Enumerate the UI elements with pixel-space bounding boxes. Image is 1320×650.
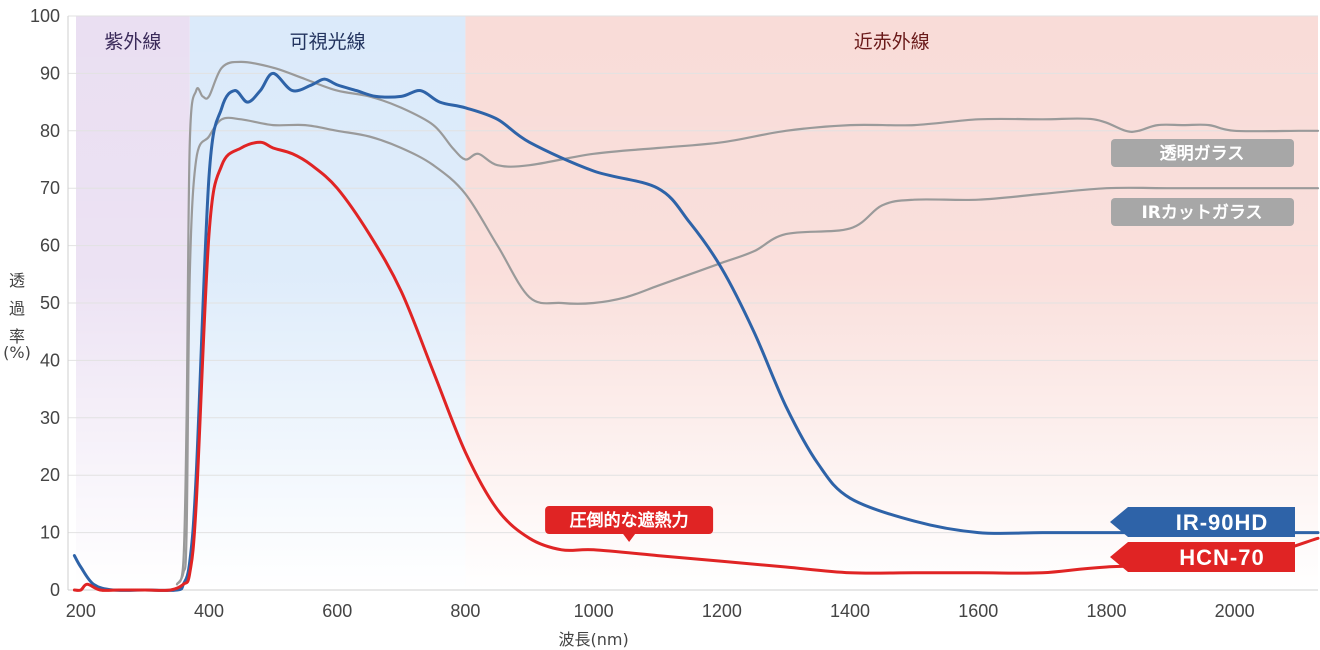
y-tick-label: 70	[40, 178, 60, 198]
y-tick-label: 10	[40, 523, 60, 543]
series-line-2	[72, 71, 1320, 592]
y-tick-label: 40	[40, 350, 60, 370]
series-line-3	[72, 140, 1320, 592]
region-labels: 紫外線 可視光線 近赤外線	[104, 31, 929, 53]
x-tick-label: 1400	[830, 601, 870, 621]
series-tag-1	[1111, 198, 1294, 226]
x-tick-label: 1800	[1086, 601, 1126, 621]
x-tick-label: 1200	[702, 601, 742, 621]
product-badge-1	[1110, 542, 1295, 572]
series-line-1	[175, 116, 1320, 586]
region-label-1: 可視光線	[290, 31, 366, 53]
series-tag-label-1: IRカットガラス	[1141, 203, 1262, 223]
y-tick-label: 80	[40, 121, 60, 141]
region-label-0: 紫外線	[104, 31, 161, 53]
x-tick-label: 200	[66, 601, 96, 621]
x-tick-label: 2000	[1215, 601, 1255, 621]
callout-label: 圧倒的な遮熱力	[570, 510, 689, 531]
x-tick-label: 400	[194, 601, 224, 621]
product-badge-label-0: IR-90HD	[1176, 510, 1269, 535]
product-badge-0	[1110, 507, 1295, 537]
y-axis-title-char: 過	[9, 299, 25, 318]
x-tick-label: 1600	[958, 601, 998, 621]
y-tick-label: 100	[30, 6, 60, 26]
y-tick-label: 90	[40, 63, 60, 83]
annotations: 透明ガラス IRカットガラス IR-90HD HCN-70 圧倒的な遮熱力	[545, 139, 1295, 572]
series-line-0	[175, 60, 1320, 586]
callout-bubble	[545, 506, 714, 542]
axes: 0 10 20 30 40 50 60 70 80 90 100 200 400 600 800 1000 12…	[3, 6, 1318, 649]
y-axis-title-unit: (%)	[3, 343, 31, 362]
series-tag-0	[1111, 139, 1294, 167]
y-axis-title-char: 率	[9, 327, 25, 346]
y-tick-label: 0	[50, 580, 60, 600]
y-tick-label: 60	[40, 236, 60, 256]
x-tick-label: 600	[322, 601, 352, 621]
region-label-2: 近赤外線	[854, 31, 930, 53]
product-badge-label-1: HCN-70	[1179, 545, 1264, 570]
x-tick-label: 1000	[574, 601, 614, 621]
series-lines	[72, 60, 1320, 592]
series-tag-label-0: 透明ガラス	[1160, 143, 1245, 164]
y-tick-label: 20	[40, 465, 60, 485]
x-axis-title: 波長(nm)	[559, 630, 629, 649]
y-axis-title-char: 透	[9, 271, 25, 290]
x-tick-label: 800	[450, 601, 480, 621]
y-tick-label: 30	[40, 408, 60, 428]
y-tick-label: 50	[40, 293, 60, 313]
